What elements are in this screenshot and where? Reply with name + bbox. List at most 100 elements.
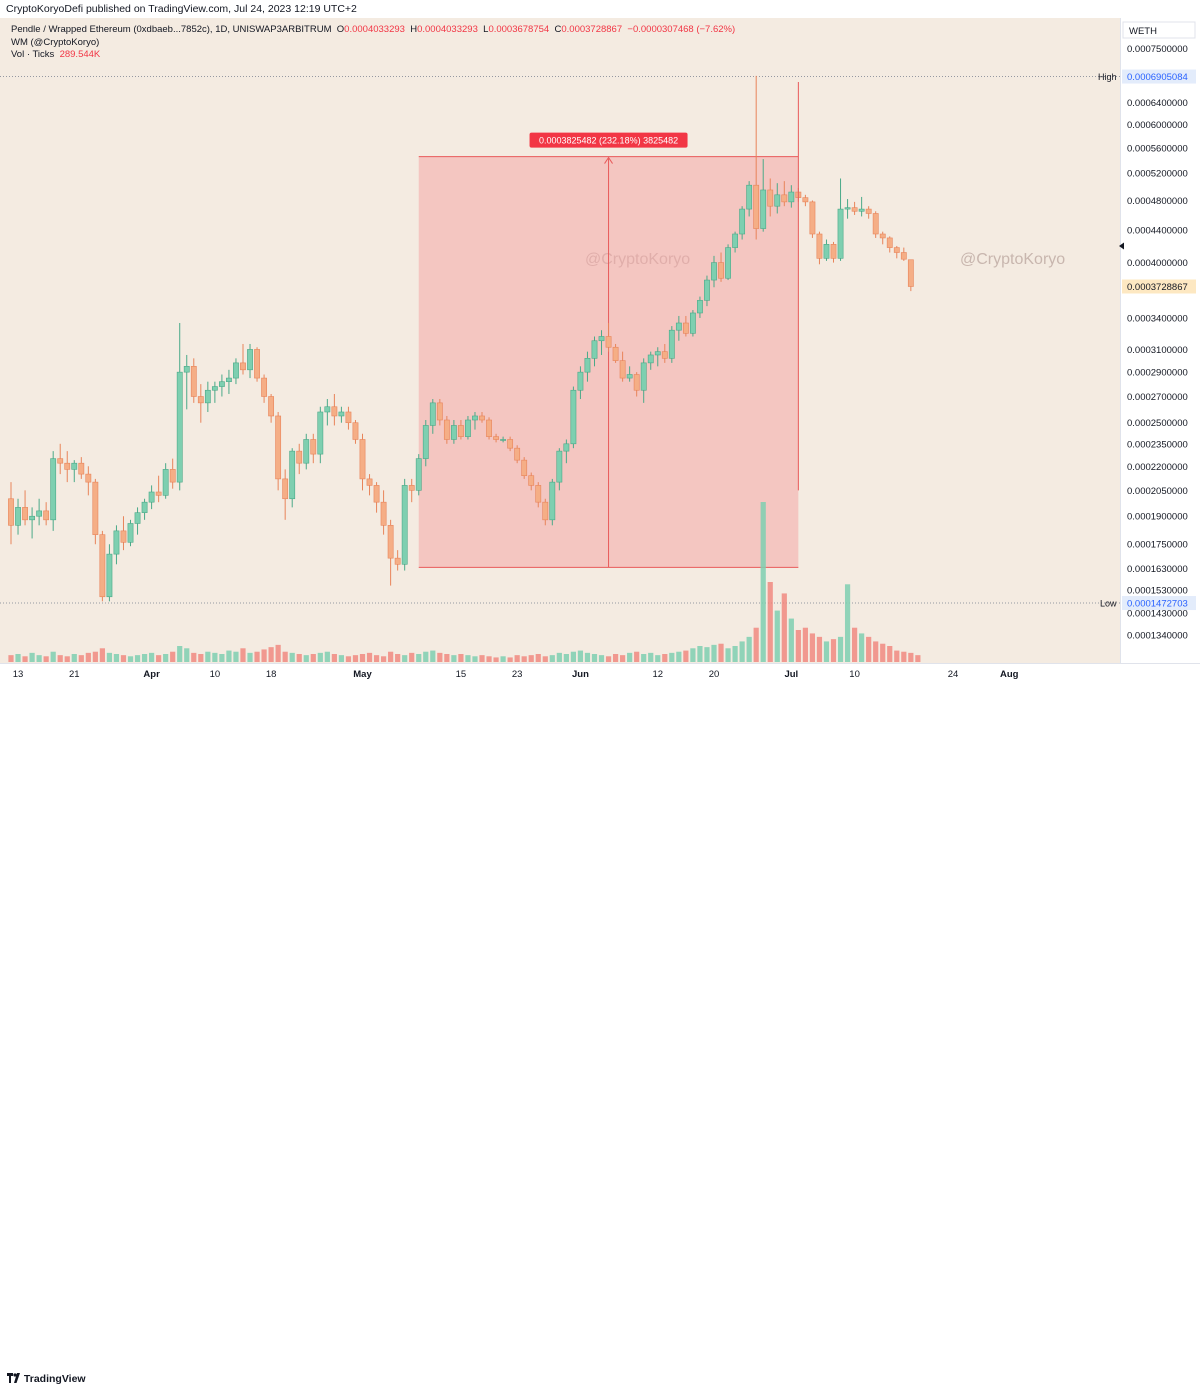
- candle-body[interactable]: [612, 346, 619, 361]
- tradingview-logo[interactable]: TradingView: [7, 1372, 86, 1385]
- candle-body[interactable]: [704, 279, 710, 301]
- candle-body[interactable]: [247, 349, 253, 371]
- candle-body[interactable]: [408, 485, 415, 491]
- candle-body[interactable]: [289, 450, 296, 500]
- candle-body[interactable]: [204, 389, 211, 404]
- candle-body[interactable]: [809, 201, 816, 235]
- candle-body[interactable]: [331, 406, 338, 417]
- candle-body[interactable]: [907, 259, 914, 287]
- candle-body[interactable]: [886, 237, 893, 248]
- candle-body[interactable]: [240, 362, 246, 371]
- candle-body[interactable]: [668, 329, 675, 359]
- candle-body[interactable]: [373, 485, 380, 503]
- candle-body[interactable]: [633, 374, 640, 391]
- candle-body[interactable]: [141, 501, 148, 513]
- candle-body[interactable]: [303, 439, 310, 464]
- candle-body[interactable]: [64, 462, 71, 470]
- candle-body[interactable]: [71, 462, 78, 470]
- candle-body[interactable]: [837, 208, 844, 259]
- legend-volume-row[interactable]: Vol · Ticks 289.544K: [11, 49, 735, 62]
- candle-body[interactable]: [563, 443, 570, 452]
- candle-body[interactable]: [458, 425, 464, 437]
- legend-symbol[interactable]: Pendle / Wrapped Ethereum (0xdbaeb...785…: [11, 24, 332, 35]
- candle-body[interactable]: [148, 491, 155, 503]
- candle-body[interactable]: [718, 262, 724, 279]
- candle-body[interactable]: [528, 475, 535, 486]
- candle-body[interactable]: [261, 377, 267, 397]
- candle-body[interactable]: [317, 411, 324, 455]
- candle-body[interactable]: [183, 366, 190, 373]
- candle-body[interactable]: [359, 439, 366, 480]
- candle-body[interactable]: [577, 371, 584, 391]
- candle-body[interactable]: [570, 389, 577, 445]
- candle-body[interactable]: [556, 450, 563, 483]
- candle-body[interactable]: [268, 396, 275, 417]
- candle-body[interactable]: [521, 459, 528, 476]
- candle-body[interactable]: [746, 184, 753, 210]
- candle-body[interactable]: [22, 507, 28, 521]
- candle-body[interactable]: [830, 244, 837, 259]
- candle-body[interactable]: [155, 491, 162, 496]
- candle-body[interactable]: [366, 478, 373, 486]
- candle-body[interactable]: [725, 247, 731, 279]
- candle-body[interactable]: [176, 371, 183, 483]
- candle-body[interactable]: [352, 422, 359, 440]
- candle-body[interactable]: [310, 439, 317, 455]
- candle-body[interactable]: [29, 515, 35, 521]
- candle-body[interactable]: [401, 485, 408, 565]
- candle-body[interactable]: [647, 354, 654, 364]
- candle-body[interactable]: [8, 498, 14, 526]
- candle-body[interactable]: [500, 439, 506, 441]
- candle-body[interactable]: [43, 510, 50, 521]
- legend-wm-line[interactable]: WM (@CryptoKoryo): [11, 36, 100, 48]
- candle-body[interactable]: [626, 374, 633, 379]
- currency-badge[interactable]: [1122, 21, 1196, 39]
- candle-body[interactable]: [619, 360, 626, 379]
- candle-body[interactable]: [584, 358, 591, 373]
- candle-body[interactable]: [816, 233, 823, 259]
- candle-body[interactable]: [211, 386, 218, 391]
- candle-body[interactable]: [788, 191, 795, 203]
- candle-body[interactable]: [78, 462, 85, 475]
- candle-body[interactable]: [802, 197, 809, 203]
- candle-body[interactable]: [605, 336, 612, 348]
- candle-body[interactable]: [858, 208, 865, 212]
- candle-body[interactable]: [640, 362, 647, 391]
- candle-body[interactable]: [169, 469, 176, 483]
- candle-body[interactable]: [190, 366, 197, 397]
- candle-body[interactable]: [774, 194, 781, 207]
- candle-body[interactable]: [514, 447, 521, 461]
- candle-body[interactable]: [767, 189, 774, 207]
- candle-body[interactable]: [893, 247, 900, 253]
- candle-body[interactable]: [380, 501, 387, 526]
- candle-body[interactable]: [36, 510, 43, 517]
- candle-body[interactable]: [760, 189, 767, 229]
- candle-body[interactable]: [127, 523, 134, 543]
- candle-body[interactable]: [654, 351, 661, 356]
- candle-body[interactable]: [682, 322, 689, 334]
- candle-body[interactable]: [591, 340, 598, 359]
- candle-body[interactable]: [450, 425, 457, 440]
- candle-body[interactable]: [233, 362, 239, 379]
- candle-body[interactable]: [92, 481, 99, 535]
- candle-body[interactable]: [732, 233, 738, 248]
- candle-body[interactable]: [535, 485, 542, 503]
- candle-body[interactable]: [675, 322, 682, 331]
- candle-body[interactable]: [739, 208, 746, 235]
- candle-body[interactable]: [50, 458, 57, 521]
- candle-body[interactable]: [865, 208, 872, 214]
- candle-body[interactable]: [753, 184, 760, 229]
- time-axis[interactable]: [0, 663, 1200, 686]
- candle-body[interactable]: [338, 411, 345, 417]
- candle-body[interactable]: [282, 478, 289, 500]
- candle-body[interactable]: [598, 336, 605, 342]
- candle-body[interactable]: [275, 415, 282, 480]
- candle-body[interactable]: [429, 402, 436, 426]
- candle-body[interactable]: [415, 458, 422, 491]
- candle-body[interactable]: [823, 244, 830, 259]
- candle-body[interactable]: [549, 481, 556, 521]
- candle-body[interactable]: [872, 213, 879, 235]
- candle-body[interactable]: [106, 553, 113, 598]
- candle-body[interactable]: [542, 501, 549, 521]
- candle-body[interactable]: [197, 396, 204, 404]
